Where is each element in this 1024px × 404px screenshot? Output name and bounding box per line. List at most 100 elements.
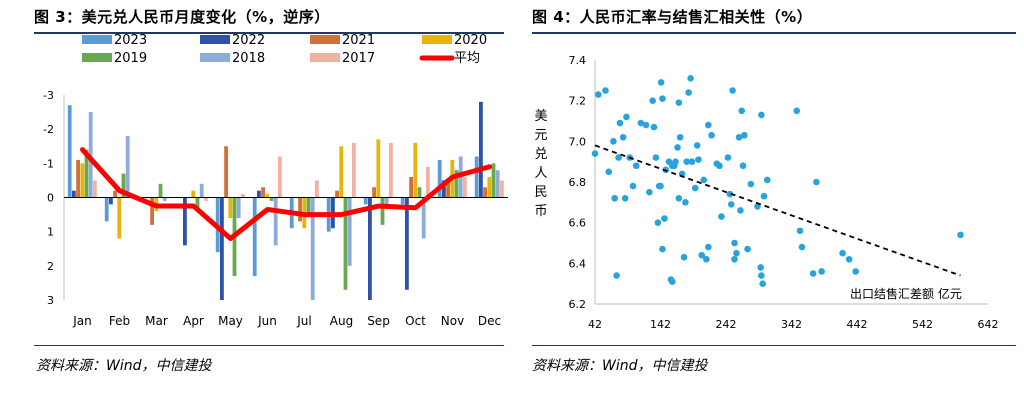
bar-2018-Dec xyxy=(495,170,500,198)
footer-rule xyxy=(34,345,504,346)
scatter-point xyxy=(616,119,624,127)
scatter-point xyxy=(623,113,630,121)
series-line-平均 xyxy=(80,147,492,241)
x-tick-label: 642 xyxy=(978,318,999,331)
scatter-point xyxy=(731,239,738,247)
scatter-point xyxy=(729,87,736,94)
legend-swatch xyxy=(82,35,112,44)
scatter-point xyxy=(852,268,859,275)
x-tick-label: Nov xyxy=(441,314,464,328)
bar-2021-Jul xyxy=(298,197,302,222)
legend-label: 2020 xyxy=(454,33,487,48)
y-tick-label: 0 xyxy=(47,192,54,205)
fx-settlement-scatter-chart: 6.2 6.4 6.6 6.8 7.0 7.2 7.4 42 142 242 342 442 542 64… xyxy=(534,54,999,331)
y-tick-label: 6.2 xyxy=(569,298,587,311)
legend-label: 2021 xyxy=(342,33,375,48)
y-tick-label: 6.4 xyxy=(569,257,587,270)
y-tick-label: 2 xyxy=(47,260,54,273)
scatter-point xyxy=(698,251,706,259)
legend-label: 2022 xyxy=(232,33,265,48)
bar-2018-Jun xyxy=(273,197,278,246)
scatter-point xyxy=(621,194,629,202)
scatter-point xyxy=(733,249,740,257)
bar-2021-Jan xyxy=(76,159,80,198)
bar-2017-May xyxy=(241,194,245,198)
y-tick-label: -1 xyxy=(43,157,54,170)
bar-2018-Sep xyxy=(384,197,389,208)
legend-swatch xyxy=(200,35,230,44)
bar-2017-Jan xyxy=(93,180,97,198)
scatter-point xyxy=(687,75,694,82)
bar-2022-Oct xyxy=(405,197,409,290)
bar-2022-Jan xyxy=(72,190,76,198)
scatter-point xyxy=(705,121,712,129)
bar-2018-Aug xyxy=(347,197,352,266)
bar-2022-May xyxy=(220,197,224,300)
scatter-point xyxy=(602,87,609,94)
scatter-point xyxy=(632,162,640,170)
source-note: 资料来源：Wind，中信建投 xyxy=(532,358,708,374)
scatter-point xyxy=(685,89,692,96)
x-tick-label: 542 xyxy=(912,318,933,331)
y-axis-label-char: 美 xyxy=(534,109,547,124)
scatter-point xyxy=(615,154,622,161)
bar-2020-Sep xyxy=(376,139,381,198)
bar-2018-May xyxy=(236,197,241,218)
scatter-point xyxy=(646,188,653,196)
scatter-point xyxy=(661,215,668,222)
bar-2019-Nov xyxy=(454,170,459,198)
bar-2020-Apr xyxy=(191,190,196,198)
bar-2023-Oct xyxy=(400,197,405,205)
scatter-point xyxy=(683,158,690,165)
source-note: 资料来源：Wind，中信建投 xyxy=(36,358,212,374)
bar-2022-Sep xyxy=(368,197,372,300)
bar-2022-Jun xyxy=(257,190,261,198)
scatter-point xyxy=(675,194,683,202)
bar-2017-Jun xyxy=(278,156,282,198)
scatter-point xyxy=(731,255,738,263)
scatter-point xyxy=(738,107,746,115)
y-axis-label-char: 人 xyxy=(534,166,547,181)
bar-2021-Jun xyxy=(261,187,265,198)
y-tick-label: 7.4 xyxy=(569,54,587,67)
bar-2019-Jul xyxy=(306,197,311,215)
legend-label: 2018 xyxy=(232,51,265,66)
scatter-point xyxy=(708,131,715,139)
scatter-point xyxy=(594,91,602,98)
bar-2020-May xyxy=(228,197,233,218)
scatter-point xyxy=(796,227,804,235)
scatter-point xyxy=(793,107,801,115)
bar-2021-May xyxy=(224,146,228,198)
bar-2023-Sep xyxy=(363,197,368,205)
x-tick-label: 442 xyxy=(847,318,868,331)
bar-2018-Jul xyxy=(310,197,315,300)
scatter-point xyxy=(693,142,701,149)
x-tick-label: 242 xyxy=(716,318,737,331)
x-tick-label: Dec xyxy=(478,314,501,328)
scatter-point xyxy=(763,176,771,184)
bar-2022-Dec xyxy=(479,101,483,198)
bar-2018-Feb xyxy=(125,136,130,198)
footer-rule xyxy=(532,345,1016,346)
bar-2023-Nov xyxy=(437,159,442,198)
bar-2017-Nov xyxy=(463,177,467,198)
legend-swatch xyxy=(82,53,112,62)
scatter-point xyxy=(813,178,820,186)
bar-2021-Oct xyxy=(409,177,413,198)
bar-2019-Sep xyxy=(380,197,385,225)
scatter-point xyxy=(695,156,702,163)
x-tick-label: Mar xyxy=(145,314,168,328)
scatter-point xyxy=(957,231,964,239)
scatter-point xyxy=(691,184,699,192)
y-tick-label: 3 xyxy=(47,294,54,307)
bar-2020-Aug xyxy=(339,146,344,198)
scatter-point xyxy=(724,154,732,161)
x-tick-label: May xyxy=(218,314,243,328)
y-tick-label: -3 xyxy=(43,89,54,102)
scatter-point xyxy=(760,192,768,200)
bar-2021-Dec xyxy=(483,187,487,198)
legend-label: 2023 xyxy=(114,33,147,48)
bar-2022-Feb xyxy=(109,197,113,205)
scatter-point xyxy=(642,121,650,129)
x-tick-label: 342 xyxy=(781,318,802,331)
